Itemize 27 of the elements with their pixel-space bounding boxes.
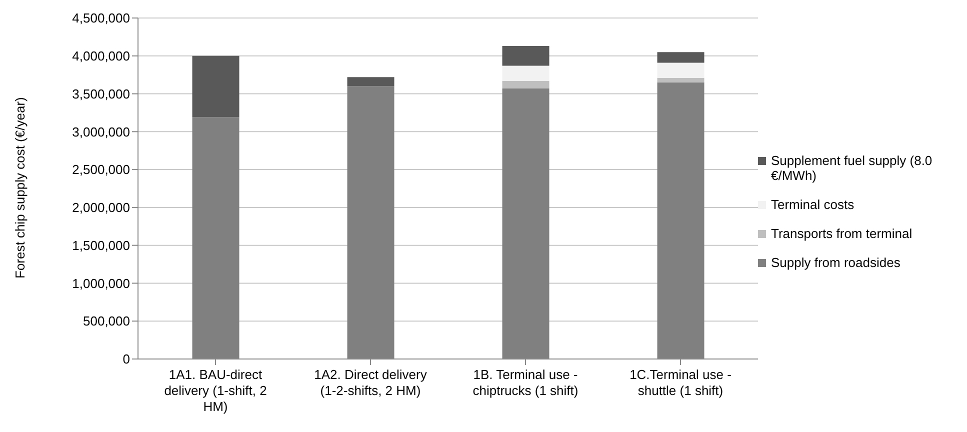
y-tick-label: 2,500,000 — [72, 162, 130, 178]
legend-label: Terminal costs — [771, 196, 854, 212]
legend-label: Supplement fuel supply (8.0 €/MWh) — [771, 152, 934, 182]
y-tick-label: 3,500,000 — [72, 86, 130, 102]
y-tick-label: 1,000,000 — [72, 276, 130, 291]
y-axis-title: Forest chip supply cost (€/year) — [12, 97, 28, 278]
y-tick-label: 4,500,000 — [72, 10, 130, 26]
bar — [502, 66, 550, 81]
legend-label: Transports from terminal — [771, 226, 912, 240]
legend-label: Supply from roadsides — [771, 254, 900, 270]
x-tick-label: 1A1. BAU-direct delivery (1-shift, 2 HM) — [164, 367, 267, 414]
bar — [192, 56, 240, 118]
y-tick-label: 4,000,000 — [72, 48, 130, 64]
bar — [657, 78, 704, 82]
x-tick-label: 1A2. Direct delivery (1-2-shifts, 2 HM) — [314, 367, 428, 398]
y-tick-label: 500,000 — [83, 314, 130, 329]
bar — [347, 77, 394, 86]
bar — [657, 62, 704, 78]
bar — [657, 52, 704, 63]
y-tick-label: 0 — [122, 352, 130, 367]
x-tick-label: 1C.Terminal use - shuttle (1 shift) — [630, 367, 732, 398]
y-tick-label: 1,500,000 — [72, 238, 130, 253]
bar — [502, 46, 550, 66]
y-tick-label: 3,000,000 — [72, 124, 130, 140]
bar — [502, 80, 550, 88]
x-tick-label: 1B. Terminal use - chiptrucks (1 shift) — [472, 367, 578, 398]
y-tick-label: 2,000,000 — [72, 200, 130, 216]
